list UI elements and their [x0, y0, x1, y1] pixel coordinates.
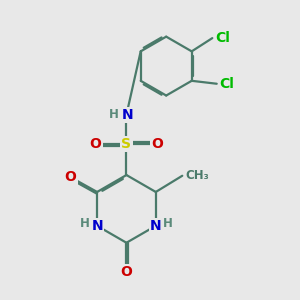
- Text: Cl: Cl: [220, 77, 235, 91]
- Text: CH₃: CH₃: [185, 169, 209, 182]
- Text: O: O: [65, 170, 76, 184]
- Text: O: O: [90, 137, 101, 151]
- Text: Cl: Cl: [215, 31, 230, 45]
- Text: N: N: [91, 219, 103, 233]
- Text: H: H: [109, 108, 119, 121]
- Text: O: O: [121, 265, 132, 279]
- Text: O: O: [152, 137, 163, 151]
- Text: N: N: [122, 108, 134, 122]
- Text: N: N: [150, 219, 162, 233]
- Text: H: H: [163, 217, 173, 230]
- Text: S: S: [122, 137, 131, 151]
- Text: H: H: [80, 217, 90, 230]
